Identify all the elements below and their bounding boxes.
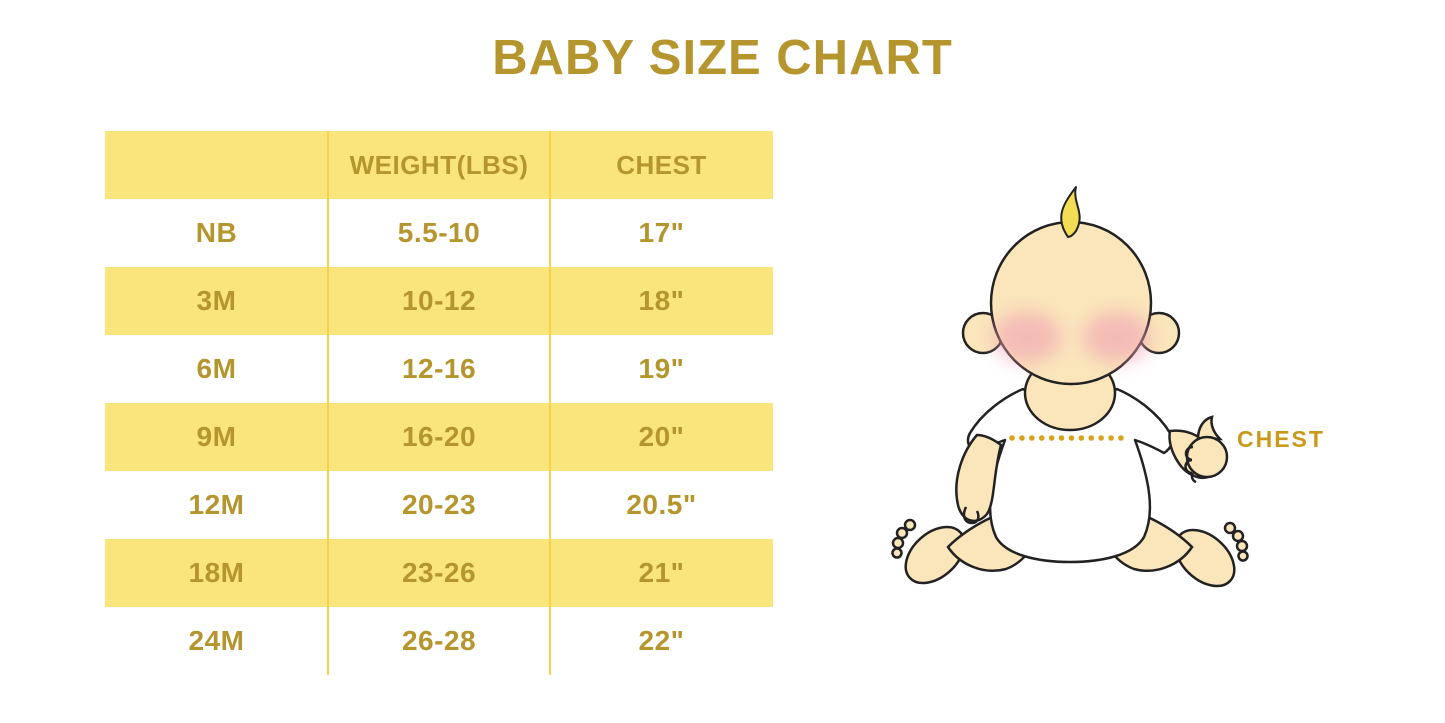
table-cell: 17" bbox=[638, 217, 685, 248]
table-cell: 6M bbox=[196, 353, 237, 384]
table-cell: 20.5" bbox=[626, 489, 697, 520]
table-cell: 5.5-10 bbox=[397, 217, 481, 248]
table-cell: 23-26 bbox=[401, 557, 477, 588]
column-divider-line bbox=[549, 131, 551, 675]
table-cell: 19" bbox=[638, 353, 685, 384]
table-row-3m: 3M 10-12 18" bbox=[105, 267, 773, 335]
baby-hair-curl bbox=[1060, 186, 1081, 238]
column-divider-line bbox=[327, 131, 329, 675]
header-cell-chest: CHEST bbox=[616, 149, 707, 180]
table-row-12m: 12M 20-23 20.5" bbox=[105, 471, 773, 539]
table-cell: 21" bbox=[638, 557, 685, 588]
table-cell: 9M bbox=[196, 421, 237, 452]
table-row-9m: 9M 16-20 20" bbox=[105, 403, 773, 471]
table-cell: 26-28 bbox=[401, 625, 477, 656]
table-cell: 24M bbox=[188, 625, 245, 656]
table-cell: 20" bbox=[638, 421, 685, 452]
baby-left-arm bbox=[955, 433, 1003, 525]
table-cell: NB bbox=[195, 217, 238, 248]
table-header-row: WEIGHT(LBS) CHEST bbox=[105, 131, 773, 199]
table-cell: 18M bbox=[188, 557, 245, 588]
table-cell: 16-20 bbox=[401, 421, 477, 452]
table-cell: 12-16 bbox=[401, 353, 477, 384]
table-body: NB 5.5-10 17" 3M 10-12 18" 6M 12-16 19" 9M 16-20 20… bbox=[105, 199, 773, 675]
chest-label: CHEST bbox=[1237, 426, 1325, 452]
baby-illustration: CHEST bbox=[891, 186, 1325, 588]
header-cell-weight: WEIGHT(LBS) bbox=[349, 149, 529, 180]
table-cell: 10-12 bbox=[401, 285, 477, 316]
table-row-18m: 18M 23-26 21" bbox=[105, 539, 773, 607]
table-cell: 12M bbox=[188, 489, 245, 520]
table-cell: 18" bbox=[638, 285, 685, 316]
table-cell: 22" bbox=[638, 625, 685, 656]
table-row-6m: 6M 12-16 19" bbox=[105, 335, 773, 403]
table-row-24m: 24M 26-28 22" bbox=[105, 607, 773, 675]
page-title: BABY SIZE CHART bbox=[492, 31, 953, 85]
baby-thumb bbox=[1196, 415, 1224, 441]
baby-fist bbox=[1185, 435, 1229, 479]
size-chart-table: WEIGHT(LBS) CHEST NB 5.5-10 17" 3M 10-12 18" 6… bbox=[105, 131, 773, 675]
baby-right-arm bbox=[1168, 415, 1229, 484]
table-cell: 20-23 bbox=[401, 489, 477, 520]
table-row-nb: NB 5.5-10 17" bbox=[105, 199, 773, 267]
baby-cheeks bbox=[993, 311, 1151, 363]
table-cell: 3M bbox=[196, 285, 237, 316]
